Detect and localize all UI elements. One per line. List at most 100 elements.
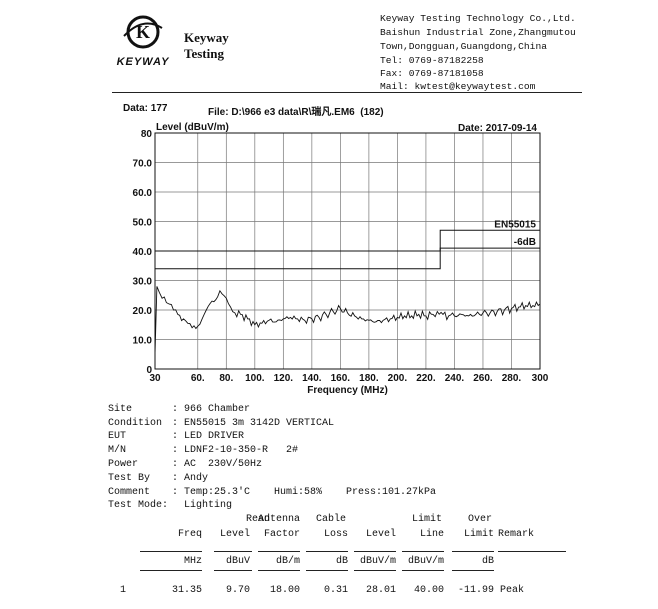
y-axis-label: Level (dBuV/m) [156,122,229,133]
eut-value: LED DRIVER [184,431,245,442]
rule-level [354,551,396,552]
y-tick-label: 30.0 [133,277,153,288]
emission-chart: EN55015 -6dB 30 60. 80. 100. 120. 140. 160. 180.… [133,122,549,396]
site-value-row: : 966 Chamber [172,404,251,415]
th-level: Level [365,529,396,540]
x-tick-label: 80. [219,373,233,384]
x-tick-label: 160. [331,373,351,384]
y-tick-label: 20.0 [133,306,153,317]
file-path: File: D:\966 e3 data\R\瑞凡.EM6 (182) [208,107,384,118]
cell-line: 40.00 [413,585,444,596]
chart-axes: 30 60. 80. 100. 120. 140. 160. 180. 200. 220. 240.… [133,122,549,396]
x-tick-label: 180. [359,373,379,384]
x-axis-label: Frequency (MHz) [307,385,388,396]
testby-value: Andy [184,473,209,484]
y-tick-label: 80 [141,129,153,140]
comment-label: Comment [108,487,151,498]
mn-label: M/N [108,445,127,456]
rule2-level [354,570,396,571]
test-date: Date: 2017-09-14 [458,123,537,134]
x-tick-label: 100. [245,373,265,384]
unit-read: dBuV [225,556,250,567]
mode-label: Test Mode [108,500,163,511]
x-tick-label: 200. [388,373,408,384]
info-eut: EUT [108,431,126,442]
info-power: Power [108,459,138,470]
info-site: Site [108,404,132,415]
unit-freq: MHz [183,556,202,567]
eut-label: EUT [108,431,127,442]
cell-remark: Peak [500,585,525,596]
unit-loss: dB [335,556,348,567]
data-number: Data: 177 [123,103,168,114]
x-tick-label: 300 [532,373,549,384]
th-limit: Limit [411,514,442,525]
emission-trace [154,286,541,355]
logo-letter: K [136,22,150,42]
info-condition: Condition [108,418,162,429]
chart-series [154,286,541,355]
th-factor: Factor [263,529,300,540]
x-tick-label: 280. [502,373,522,384]
limit-line-minus6db [155,247,540,270]
fax: Fax: 0769-87181058 [380,68,484,79]
y-tick-label: 50.0 [133,218,153,229]
th-loss: Loss [323,529,348,540]
x-tick-label: 140. [302,373,322,384]
x-tick-label: 30 [149,373,161,384]
y-tick-label: 10.0 [133,336,153,347]
x-tick-label: 60. [191,373,205,384]
site-value: 966 Chamber [184,404,251,415]
telephone: Tel: 0769-87182258 [380,55,484,66]
testby-label: Test By [108,473,151,484]
company-name: Keyway Testing Technology Co.,Ltd. [380,13,576,24]
company-logo: K KEYWAY [112,12,174,70]
unit-factor: dB/m [275,556,300,567]
y-tick-label: 0 [146,365,152,376]
power-label: Power [108,459,139,470]
x-tick-label: 240. [445,373,465,384]
rule2-freq [140,570,202,571]
info-mn: M/N [108,445,126,456]
rule2-factor [258,570,300,571]
info-testby: Test By [108,473,150,484]
mn-value-row: : LDNF2-10-350-R 2# [172,445,299,456]
cell-level: 28.01 [365,585,396,596]
th-remark: Remark [498,529,535,540]
cell-over: -11.99 [457,585,494,596]
info-comment: Comment [108,487,150,498]
y-tick-label: 60.0 [133,188,153,199]
th-freq: Freq [177,529,202,540]
mode-value: Lighting [184,500,233,511]
y-tick-label: 70.0 [133,159,153,170]
y-tick-label: 40.0 [133,247,153,258]
site-label: Site [108,404,133,415]
logo-wordmark: KEYWAY [117,56,171,68]
condition-value: EN55015 3m 3142D VERTICAL [184,418,335,429]
unit-level: dBuV/m [359,556,396,567]
plot-frame [154,132,541,370]
unit-over: dB [481,556,494,567]
limit-line-label: EN55015 [494,219,536,230]
th-over: Over [467,514,492,525]
condition-value-row: : EN55015 3m 3142D VERTICAL [172,418,335,429]
eut-value-row: : LED DRIVER [172,431,245,442]
comment-value: Temp:25.3'C Humi:58% Press:101.27kPa [184,487,437,498]
address-line1: Baishun Industrial Zone,Zhangmutou [380,27,576,38]
header-divider [112,92,582,93]
power-value-row: : AC 230V/50Hz [172,459,263,470]
rule-remark [498,551,566,552]
x-tick-label: 220. [416,373,436,384]
address-line2: Town,Dongguan,Guangdong,China [380,41,547,52]
limit-line-en55015 [155,229,540,252]
th-over-limit: Limit [463,529,494,540]
cell-freq: 31.35 [171,585,202,596]
rule2-read [214,570,252,571]
unit-line: dBuV/m [407,556,444,567]
th-antenna: Antenna [257,514,300,525]
cell-loss: 0.31 [323,585,348,596]
th-read-level: Level [219,529,250,540]
row-number: 1 [120,585,127,596]
comment-value-row: : Temp:25.3'C Humi:58% Press:101.27kPa [172,487,437,498]
brand-name-line1: Keyway [184,30,229,45]
